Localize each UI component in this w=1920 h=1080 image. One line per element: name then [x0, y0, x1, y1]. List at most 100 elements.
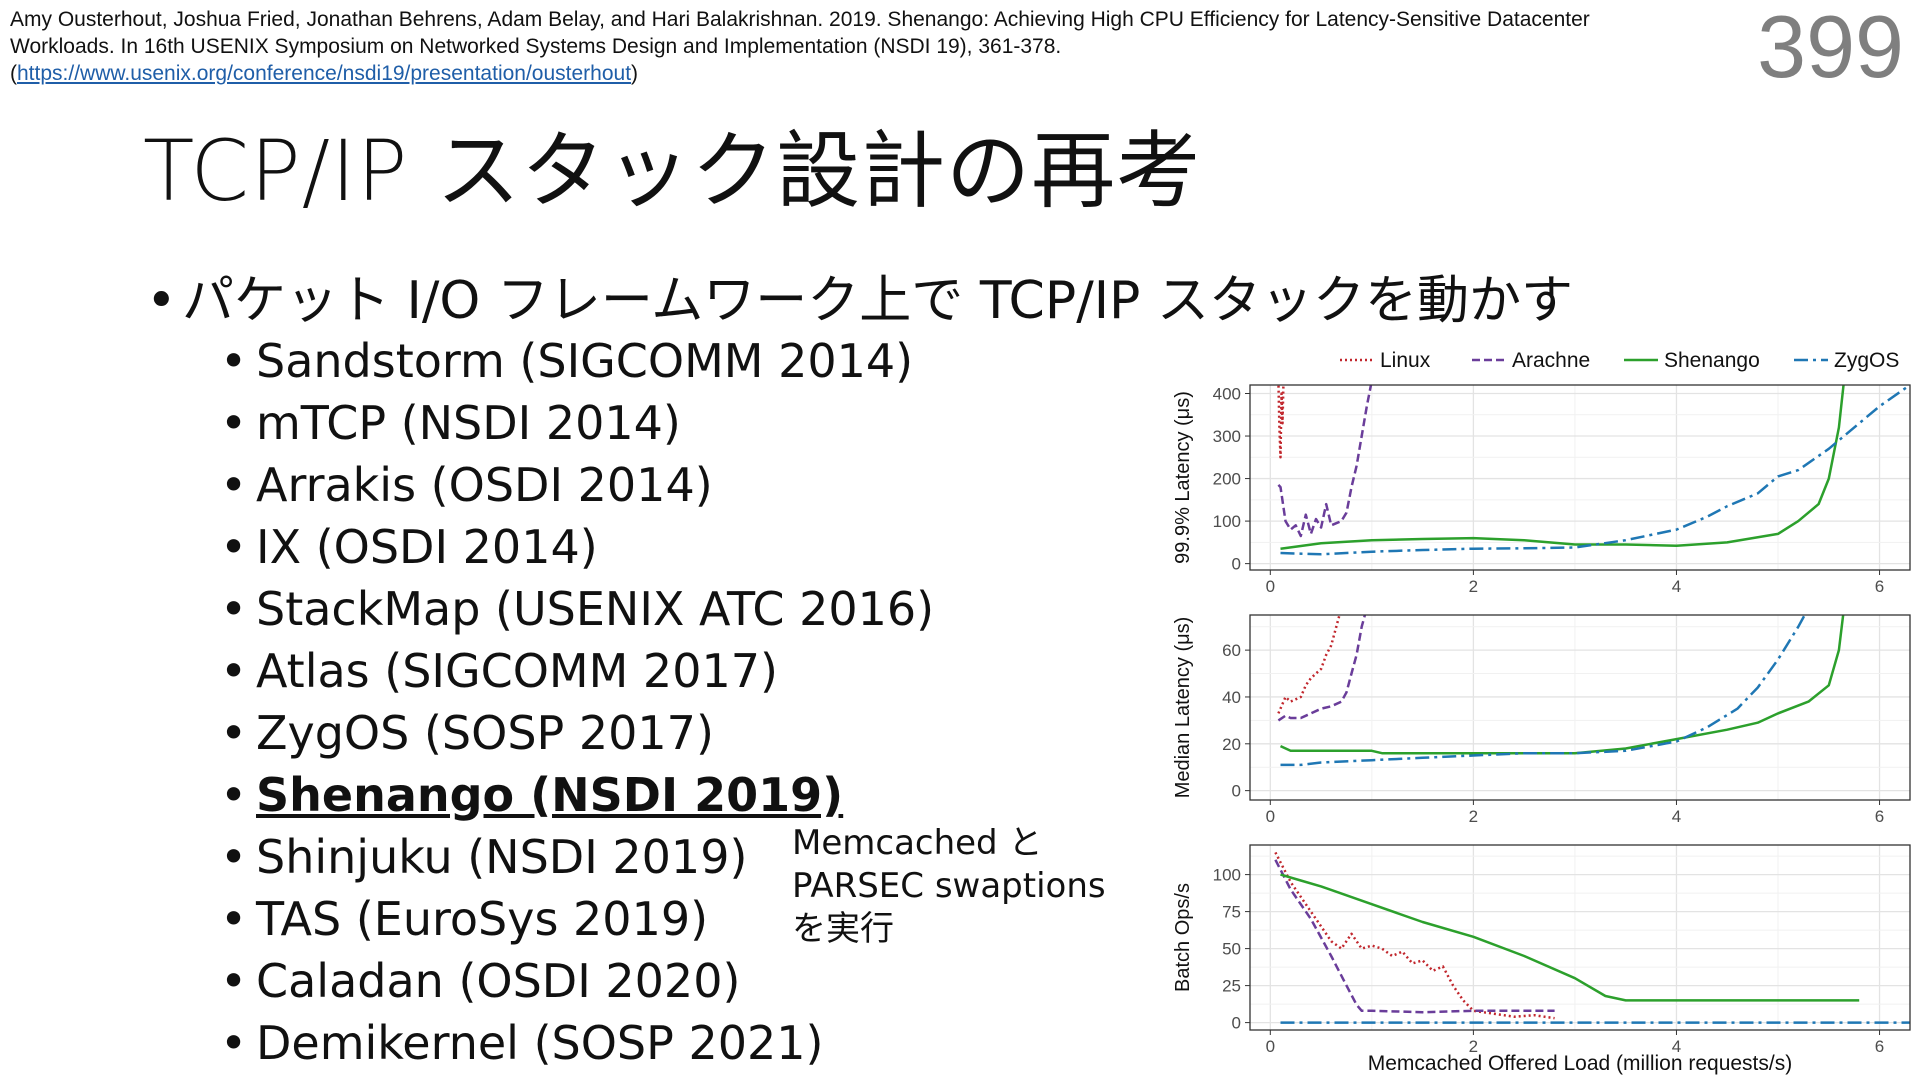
panel-background [1250, 385, 1910, 570]
x-tick-label: 6 [1875, 1037, 1884, 1056]
y-tick-label: 50 [1222, 940, 1241, 959]
y-tick-label: 0 [1232, 1014, 1241, 1033]
legend-label: Linux [1380, 349, 1431, 372]
x-tick-label: 2 [1469, 807, 1478, 826]
system-list-item: • Shinjuku (NSDI 2019) [220, 826, 934, 888]
system-list-item: • Shenango (NSDI 2019) [220, 764, 934, 826]
y-tick-label: 0 [1232, 782, 1241, 801]
x-tick-label: 0 [1266, 1037, 1275, 1056]
bullet-dot: • [220, 520, 248, 574]
x-axis-label: Memcached Offered Load (million requests… [1368, 1052, 1792, 1075]
chart-legend: Linux Arachne Shenango ZygOS [1340, 349, 1899, 372]
x-tick-label: 4 [1672, 577, 1681, 596]
system-list-item-text: Demikernel (SOSP 2021) [256, 1016, 824, 1070]
note: Memcached と PARSEC swaptions を実行 [792, 822, 1106, 951]
system-list-item-text: Shinjuku (NSDI 2019) [256, 830, 748, 884]
panel-border [1249, 614, 1911, 801]
y-tick-label: 40 [1222, 688, 1241, 707]
bullet-dot: • [146, 271, 177, 331]
panel-series [1277, 385, 1910, 556]
citation: Amy Ousterhout, Joshua Fried, Jonathan B… [10, 6, 1630, 87]
citation-close: ) [631, 62, 639, 85]
series-line-arachne [1274, 859, 1555, 1014]
chart-panel: 0 25 50 75 100 0 2 4 6 Batch Ops/s [1172, 844, 1911, 1056]
series-line-zygos [1280, 385, 1910, 556]
system-list-item-text: Caladan (OSDI 2020) [256, 954, 741, 1008]
y-axis-label: Batch Ops/s [1172, 883, 1194, 992]
system-list-item: • Demikernel (SOSP 2021) [220, 1012, 934, 1074]
system-list-item-text: TAS (EuroSys 2019) [256, 892, 709, 946]
system-list-item-text: Arrakis (OSDI 2014) [256, 458, 713, 512]
y-tick-label: 400 [1213, 385, 1241, 404]
panel-border [1249, 844, 1911, 1031]
citation-link[interactable]: https://www.usenix.org/conference/nsdi19… [17, 62, 632, 85]
y-axis-label: Median Latency (μs) [1172, 617, 1194, 799]
system-list-item: • Arrakis (OSDI 2014) [220, 454, 934, 516]
system-list: • Sandstorm (SIGCOMM 2014) • mTCP (NSDI 201… [220, 330, 934, 1074]
series-line-shenango [1279, 615, 1845, 755]
note-line: PARSEC swaptions [792, 866, 1106, 906]
note-line: Memcached と [792, 823, 1043, 863]
system-list-item-text: Sandstorm (SIGCOMM 2014) [256, 334, 914, 388]
legend-label: ZygOS [1834, 349, 1899, 372]
bullet-dot: • [220, 396, 248, 450]
y-tick-label: 20 [1222, 735, 1241, 754]
panel-series [1277, 615, 1845, 767]
x-tick-label: 2 [1469, 577, 1478, 596]
chart-panel: 0 100 200 300 400 0 2 4 6 99.9% Latency (μs) [1172, 384, 1911, 596]
y-tick-label: 25 [1222, 977, 1241, 996]
chart-panel: 0 20 40 60 0 2 4 6 Median Latency (μs) [1172, 614, 1911, 826]
system-list-item-text: StackMap (USENIX ATC 2016) [256, 582, 935, 636]
system-list-item: • IX (OSDI 2014) [220, 516, 934, 578]
y-tick-label: 60 [1222, 641, 1241, 660]
y-axis-label: 99.9% Latency (μs) [1172, 391, 1194, 564]
bullet-dot: • [220, 954, 248, 1008]
main-bullet-text: パケット I/O フレームワーク上で TCP/IP スタックを動かす [182, 271, 1573, 331]
panel-border [1249, 384, 1911, 571]
system-list-item: • ZygOS (SOSP 2017) [220, 702, 934, 764]
x-tick-label: 2 [1469, 1037, 1478, 1056]
x-tick-label: 0 [1266, 807, 1275, 826]
system-list-item: • mTCP (NSDI 2014) [220, 392, 934, 454]
bullet-dot: • [220, 768, 248, 822]
x-tick-label: 4 [1672, 807, 1681, 826]
system-list-item-text: mTCP (NSDI 2014) [256, 396, 681, 450]
panel-series [1274, 851, 1910, 1024]
x-tick-label: 4 [1672, 1037, 1681, 1056]
note-line: を実行 [792, 909, 894, 949]
slide-title: TCP/IP スタック設計の再考 [143, 122, 1202, 220]
x-tick-label: 0 [1266, 577, 1275, 596]
system-list-item: • Atlas (SIGCOMM 2017) [220, 640, 934, 702]
bullet-dot: • [220, 830, 248, 884]
y-tick-label: 200 [1213, 470, 1241, 489]
main-bullet: • パケット I/O フレームワーク上で TCP/IP スタックを動かす [146, 258, 1573, 333]
legend-label: Shenango [1664, 349, 1760, 372]
system-list-item-text: ZygOS (SOSP 2017) [256, 706, 714, 760]
y-tick-label: 0 [1232, 555, 1241, 574]
bullet-dot: • [220, 644, 248, 698]
series-line-linux [1277, 615, 1341, 714]
series-line-shenango [1280, 873, 1860, 1002]
system-list-item-text: IX (OSDI 2014) [256, 520, 598, 574]
y-tick-label: 100 [1213, 512, 1241, 531]
series-line-arachne [1277, 615, 1367, 722]
y-tick-label: 100 [1213, 866, 1241, 885]
legend-label: Arachne [1512, 349, 1590, 372]
system-list-item: • TAS (EuroSys 2019) [220, 888, 934, 950]
system-list-item: • StackMap (USENIX ATC 2016) [220, 578, 934, 640]
series-line-shenango [1280, 385, 1845, 550]
system-list-item: • Caladan (OSDI 2020) [220, 950, 934, 1012]
page-number: 399 [1757, 0, 1904, 96]
system-list-item: • Sandstorm (SIGCOMM 2014) [220, 330, 934, 392]
bullet-dot: • [220, 334, 248, 388]
y-tick-label: 75 [1222, 903, 1241, 922]
y-tick-label: 300 [1213, 427, 1241, 446]
bullet-dot: • [220, 1016, 248, 1070]
bullet-dot: • [220, 892, 248, 946]
series-line-arachne [1277, 385, 1373, 538]
bullet-dot: • [220, 706, 248, 760]
bullet-dot: • [220, 582, 248, 636]
system-list-item-text: Shenango (NSDI 2019) [256, 768, 844, 822]
citation-text: Amy Ousterhout, Joshua Fried, Jonathan B… [10, 8, 1590, 85]
